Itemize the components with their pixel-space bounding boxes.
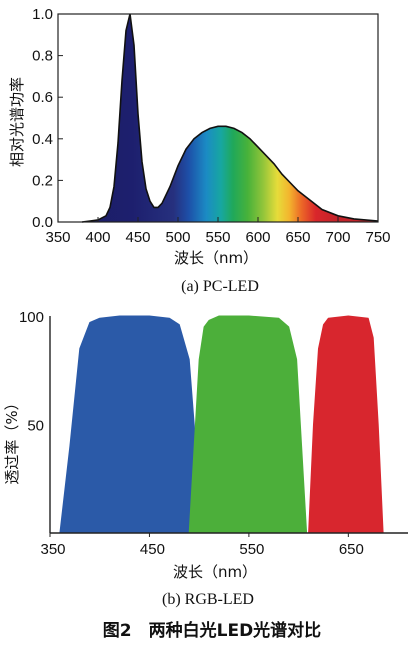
pc-led-y-tick-label: 0.8 [32, 48, 53, 65]
rgb-led-subtitle: (b) RGB-LED [162, 591, 254, 608]
rgb-led-band-red [308, 315, 384, 534]
pc-led-x-tick-label: 700 [325, 229, 350, 246]
rgb-led-band-green [188, 315, 308, 534]
pc-led-spectrum-line [81, 13, 379, 223]
pc-led-y-tick-label: 0.2 [32, 172, 53, 189]
pc-led-x-tick-label: 350 [45, 229, 70, 246]
rgb-led-band-blue [59, 315, 205, 534]
rgb-led-xlabel: 波长（nm） [173, 563, 257, 581]
pc-led-x-tick-label: 500 [165, 229, 190, 246]
rgb-led-y-tick-label: 50 [27, 418, 44, 435]
rgb-led-y-tick-label: 100 [19, 309, 44, 326]
pc-led-spectrum-area [82, 14, 378, 222]
pc-led-y-tick-label: 0.6 [32, 89, 53, 106]
rgb-led-x-tick-label: 550 [239, 541, 264, 558]
rgb-led-x-tick-label: 650 [339, 541, 364, 558]
pc-led-y-tick-label: 1.0 [32, 6, 53, 23]
chart-rgb-led: 350 450 550 650 50 100 透过率（%） 波长（nm） (b) RGB-… [3, 309, 408, 608]
pc-led-x-tick-label: 650 [285, 229, 310, 246]
rgb-led-x-tick-label: 350 [40, 541, 65, 558]
pc-led-x-tick-label: 600 [245, 229, 270, 246]
pc-led-x-tick-label: 400 [85, 229, 110, 246]
pc-led-xlabel: 波长（nm） [174, 249, 258, 267]
chart-pc-led: 350 400 450 500 550 600 650 700 750 0.0 0.2 0.4 0.6 0… [8, 6, 391, 295]
pc-led-ylabel: 相对光谱功率 [8, 77, 26, 167]
rgb-led-x-tick-label: 450 [140, 541, 165, 558]
pc-led-y-tick-label: 0.0 [32, 214, 53, 231]
figure-caption: 图2 两种白光LED光谱对比 [103, 620, 321, 641]
pc-led-x-tick-label: 550 [205, 229, 230, 246]
pc-led-subtitle: (a) PC-LED [181, 278, 259, 295]
pc-led-x-tick-label: 450 [125, 229, 150, 246]
rgb-led-ylabel: 透过率（%） [3, 395, 21, 484]
pc-led-y-tick-label: 0.4 [32, 131, 53, 148]
pc-led-x-tick-label: 750 [365, 229, 390, 246]
